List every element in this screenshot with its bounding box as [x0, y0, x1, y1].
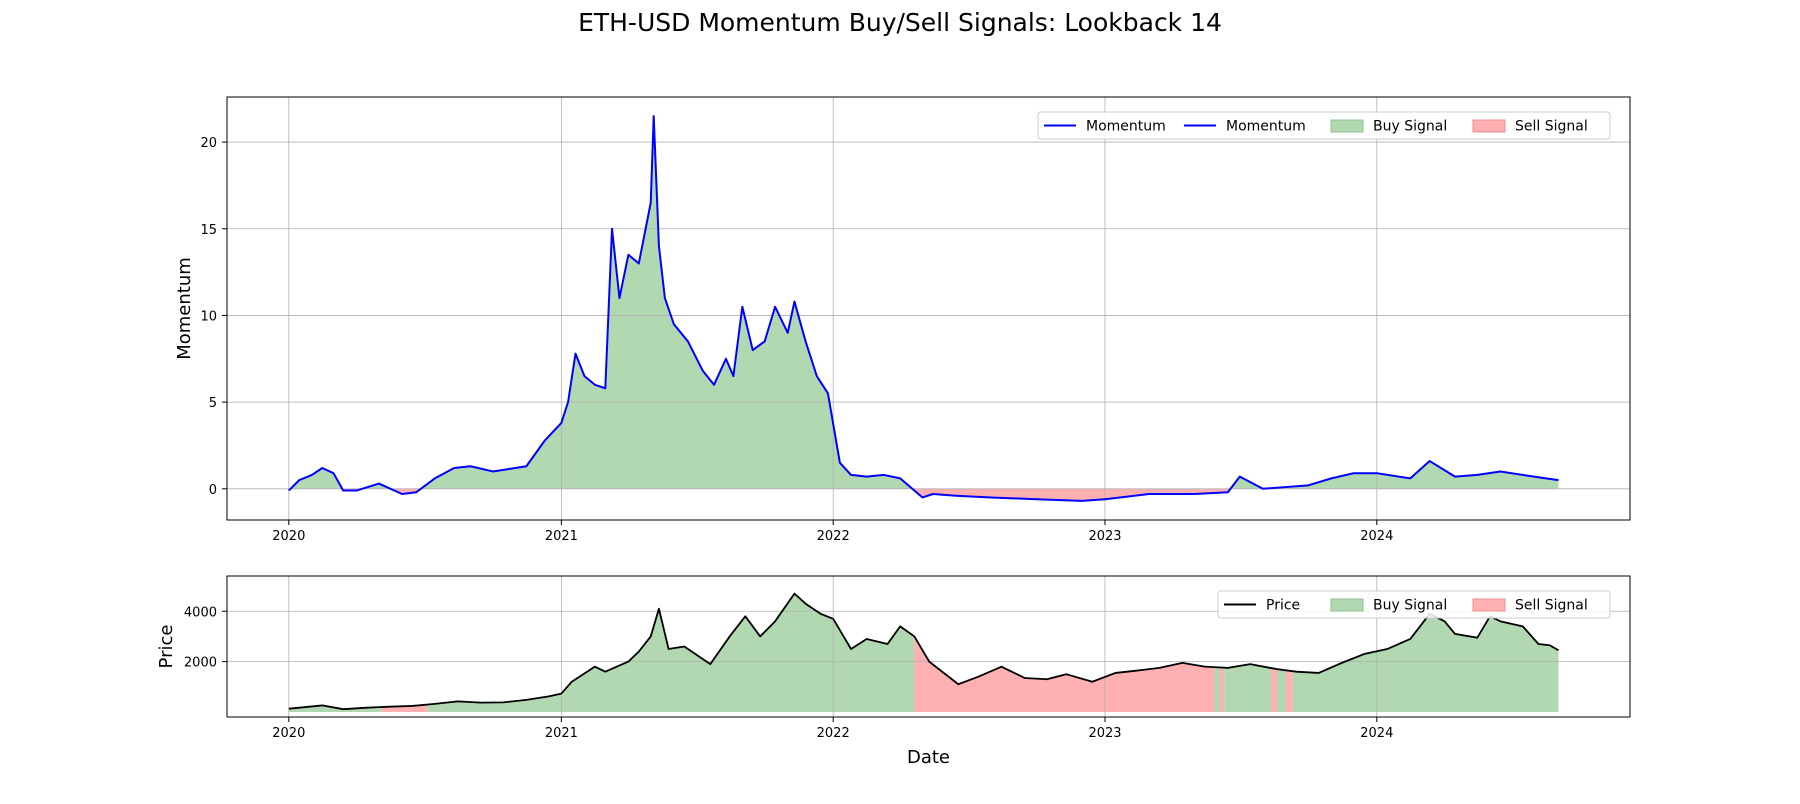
buy-signal-span: [1277, 669, 1286, 712]
chart-title: ETH-USD Momentum Buy/Sell Signals: Lookb…: [578, 8, 1222, 37]
grid-lines: [227, 97, 1630, 520]
signal-fills: [288, 593, 1559, 712]
x-axis-label: Date: [907, 747, 950, 768]
series-line-group: [288, 592, 1559, 711]
buy-signal-span: [1292, 613, 1559, 712]
legend-buy-swatch: [1330, 598, 1364, 612]
sell-signal-span: [1220, 667, 1225, 712]
y-tick-label: 15: [200, 223, 217, 238]
sell-signal-span: [1285, 670, 1293, 712]
momentum-panel: 2020 2021 2022 2023 202405101520MomentumMome…: [174, 96, 1631, 544]
y-tick-label: 0: [209, 483, 217, 498]
series-line-group: [288, 115, 1559, 502]
y-tick-label: 2000: [184, 656, 217, 671]
y-tick-label: 4000: [184, 605, 217, 620]
x-tick-label: 2021: [545, 529, 578, 544]
buy-signal-span: [1214, 667, 1221, 712]
x-tick-label: 2022: [817, 726, 850, 741]
legend-label: Momentum: [1086, 119, 1166, 135]
legend-frame: [1217, 590, 1611, 619]
legend-label: Sell Signal: [1515, 119, 1588, 135]
legend-sell-swatch: [1472, 119, 1506, 133]
legend: Momentum Momentum Buy Signal Sell Signal: [1037, 111, 1611, 140]
x-tick-label: 2020: [272, 529, 305, 544]
legend-label: Momentum: [1226, 119, 1306, 135]
x-tick-label: 2022: [817, 529, 850, 544]
legend-label: Price: [1266, 598, 1300, 614]
signal-fills: [288, 116, 1559, 501]
price-line: [288, 592, 1559, 711]
legend-label: Buy Signal: [1373, 598, 1447, 614]
momentum-line: [288, 115, 1559, 502]
legend-label: Buy Signal: [1373, 119, 1447, 135]
sell-signal-span: [914, 636, 1215, 712]
x-tick-label: 2023: [1088, 529, 1121, 544]
x-tick-label: 2021: [545, 726, 578, 741]
buy-signal-span: [427, 593, 915, 712]
x-tick-label: 2020: [272, 726, 305, 741]
legend-buy-swatch: [1330, 119, 1364, 133]
axes-frame: [226, 575, 1631, 718]
x-tick-label: 2024: [1360, 726, 1393, 741]
axes-frame: [226, 96, 1631, 521]
legend-label: Sell Signal: [1515, 598, 1588, 614]
y-axis-label: Momentum: [174, 257, 195, 360]
price-panel: 2020 2021 2022 2023 2024 2000 4000 Price Date Pri…: [156, 575, 1631, 768]
y-axis-label: Price: [156, 625, 177, 669]
x-tick-label: 2024: [1360, 529, 1393, 544]
buy-signal-span: [1224, 664, 1272, 712]
buy-signal-area: [288, 116, 1559, 489]
y-tick-label: 5: [209, 396, 217, 411]
sell-signal-span: [1271, 668, 1278, 712]
y-tick-label: 20: [200, 136, 217, 151]
sell-signal-area: [288, 488, 1231, 501]
y-tick-label: 10: [200, 309, 217, 324]
legend-frame: [1037, 111, 1611, 140]
legend: Price Buy Signal Sell Signal: [1217, 590, 1611, 619]
legend-sell-swatch: [1472, 598, 1506, 612]
x-tick-label: 2023: [1088, 726, 1121, 741]
